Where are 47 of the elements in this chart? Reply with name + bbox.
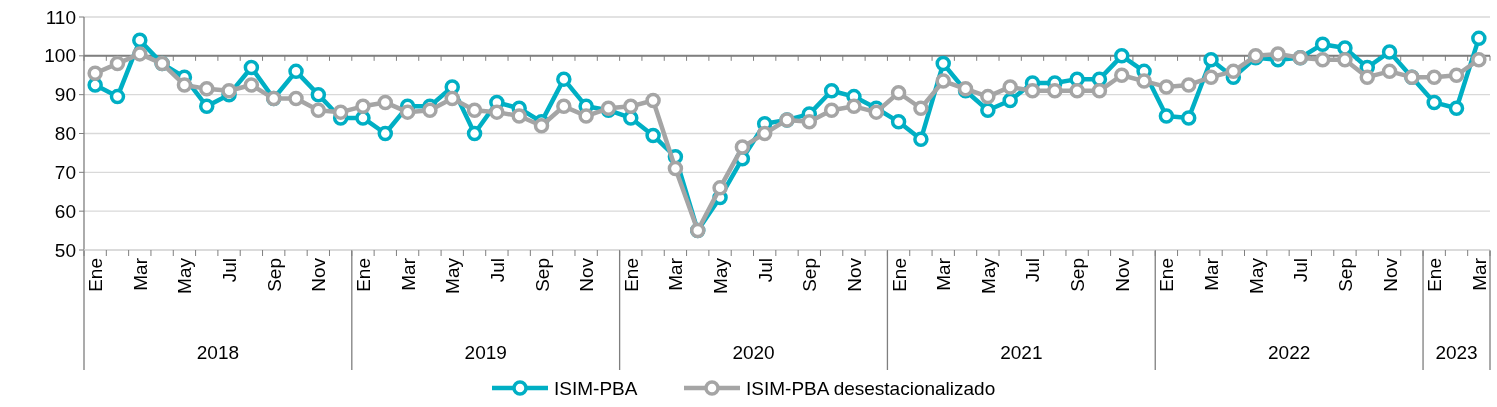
x-tick-label: Nov [1379,257,1401,292]
legend-label: ISIM-PBA [554,377,638,399]
x-tick-label: May [442,257,464,294]
x-tick-label: Jul [1022,258,1044,283]
x-tick-label: May [174,257,196,294]
y-tick-label: 110 [45,6,76,28]
x-tick-label: Ene [1424,258,1446,292]
x-tick-label: Mar [933,257,955,291]
y-tick-label: 100 [44,45,76,67]
x-tick-label: Jul [754,258,776,283]
x-tick-label: Ene [85,258,107,292]
x-tick-label: Mar [1468,257,1490,291]
x-tick-label: Sep [531,258,553,292]
text: 2022 [1268,341,1311,363]
x-tick-label: Mar [129,257,151,291]
x-tick-label: Sep [799,258,821,292]
x-tick-label: Nov [308,257,330,292]
text: 2021 [1000,341,1043,363]
x-tick-label: Jul [1290,258,1312,283]
x-tick-label: Ene [888,258,910,292]
y-tick-label: 90 [54,84,76,106]
x-tick-label: Sep [1334,258,1356,292]
y-tick-label: 70 [54,161,76,183]
x-tick-label: Sep [263,258,285,292]
x-tick-label: Ene [1156,258,1178,292]
y-tick-label: 50 [54,239,76,261]
text: 2020 [732,341,775,363]
text: 2018 [196,341,240,363]
x-tick-label: Nov [1111,257,1133,292]
legend-label: ISIM-PBA desestacionalizado [746,377,996,399]
x-tick-label: Mar [665,257,687,291]
y-tick-label: 60 [54,200,76,222]
x-tick-label: Jul [486,258,508,283]
x-tick-label: Mar [1201,257,1223,291]
x-tick-label: Sep [1067,258,1089,292]
x-tick-label: May [1245,257,1267,294]
x-tick-label: Ene [620,258,642,292]
x-tick-label: Jul [219,258,241,283]
text: 2019 [464,341,507,363]
x-tick-label: Ene [352,258,374,292]
text: 2023 [1435,341,1478,363]
x-tick-label: Nov [843,257,865,292]
x-tick-label: Nov [576,257,598,292]
x-tick-label: May [977,257,999,294]
x-tick-label: Mar [397,257,419,291]
y-tick-label: 80 [54,123,76,145]
x-tick-label: May [710,257,732,294]
